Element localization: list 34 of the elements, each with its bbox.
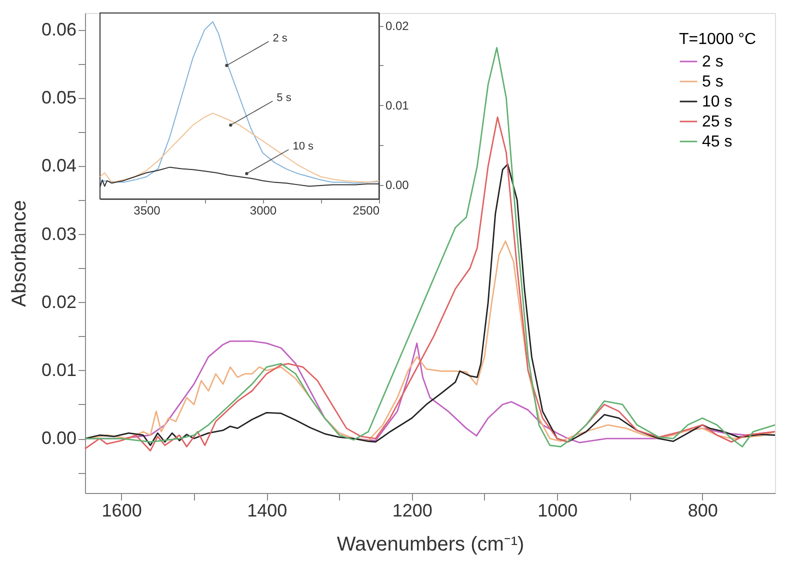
legend-label: 45 s bbox=[702, 134, 732, 150]
legend-label: 5 s bbox=[702, 74, 724, 90]
y-tick-label: 0.01 bbox=[41, 360, 76, 380]
annotation: 2 s bbox=[272, 32, 288, 44]
y-tick-label: 0.00 bbox=[386, 178, 410, 192]
x-tick-label: 1200 bbox=[392, 500, 432, 520]
line-series bbox=[84, 163, 776, 446]
x-tick-label: 1400 bbox=[247, 500, 288, 520]
x-tick-label: 1600 bbox=[102, 500, 142, 520]
y-axis-title: Absorbance bbox=[8, 200, 30, 307]
x-tick-label: 2500 bbox=[352, 204, 380, 218]
x-tick-label: 3500 bbox=[134, 204, 161, 218]
annotation: 5 s bbox=[276, 92, 292, 104]
legend-label: 25 s bbox=[702, 114, 732, 130]
y-tick-label: 0.05 bbox=[41, 88, 76, 108]
y-tick-label: 0.04 bbox=[41, 156, 76, 176]
x-tick-label: 800 bbox=[688, 500, 718, 520]
y-tick-label: 0.00 bbox=[41, 428, 76, 448]
y-tick-label: 0.03 bbox=[41, 224, 76, 244]
legend-label: 2 s bbox=[702, 54, 724, 70]
legend-title: T=1000 °C bbox=[679, 31, 756, 48]
y-tick-label: 0.02 bbox=[41, 292, 76, 312]
y-tick-label: 0.06 bbox=[41, 20, 76, 40]
line-series bbox=[84, 116, 776, 452]
x-tick-label: 3000 bbox=[250, 204, 277, 218]
x-tick-label: 1000 bbox=[538, 500, 578, 520]
line-series bbox=[100, 112, 380, 183]
annotation: 10 s bbox=[292, 140, 314, 153]
y-tick-label: 0.01 bbox=[386, 98, 410, 113]
y-tick-label: 0.02 bbox=[386, 19, 410, 34]
legend-label: 10 s bbox=[702, 94, 732, 110]
x-axis-title: Wavenumbers (cm⁻¹) bbox=[336, 534, 524, 556]
line-series bbox=[100, 21, 380, 184]
line-series bbox=[84, 47, 776, 448]
